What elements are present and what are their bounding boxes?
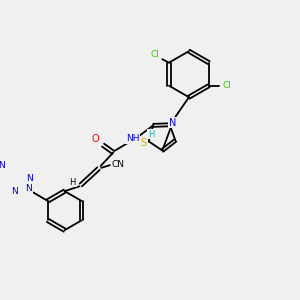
Text: Cl: Cl — [222, 81, 231, 90]
Text: N: N — [26, 174, 32, 183]
Text: Cl: Cl — [151, 50, 159, 59]
Text: N: N — [11, 187, 18, 196]
Text: H: H — [148, 130, 154, 139]
Text: S: S — [141, 138, 147, 148]
Text: H: H — [70, 178, 76, 187]
Text: N: N — [169, 118, 177, 128]
Text: N: N — [0, 161, 5, 170]
Text: O: O — [92, 134, 100, 144]
Text: N: N — [26, 184, 32, 194]
Text: NH: NH — [126, 134, 140, 143]
Text: CN: CN — [112, 160, 124, 169]
